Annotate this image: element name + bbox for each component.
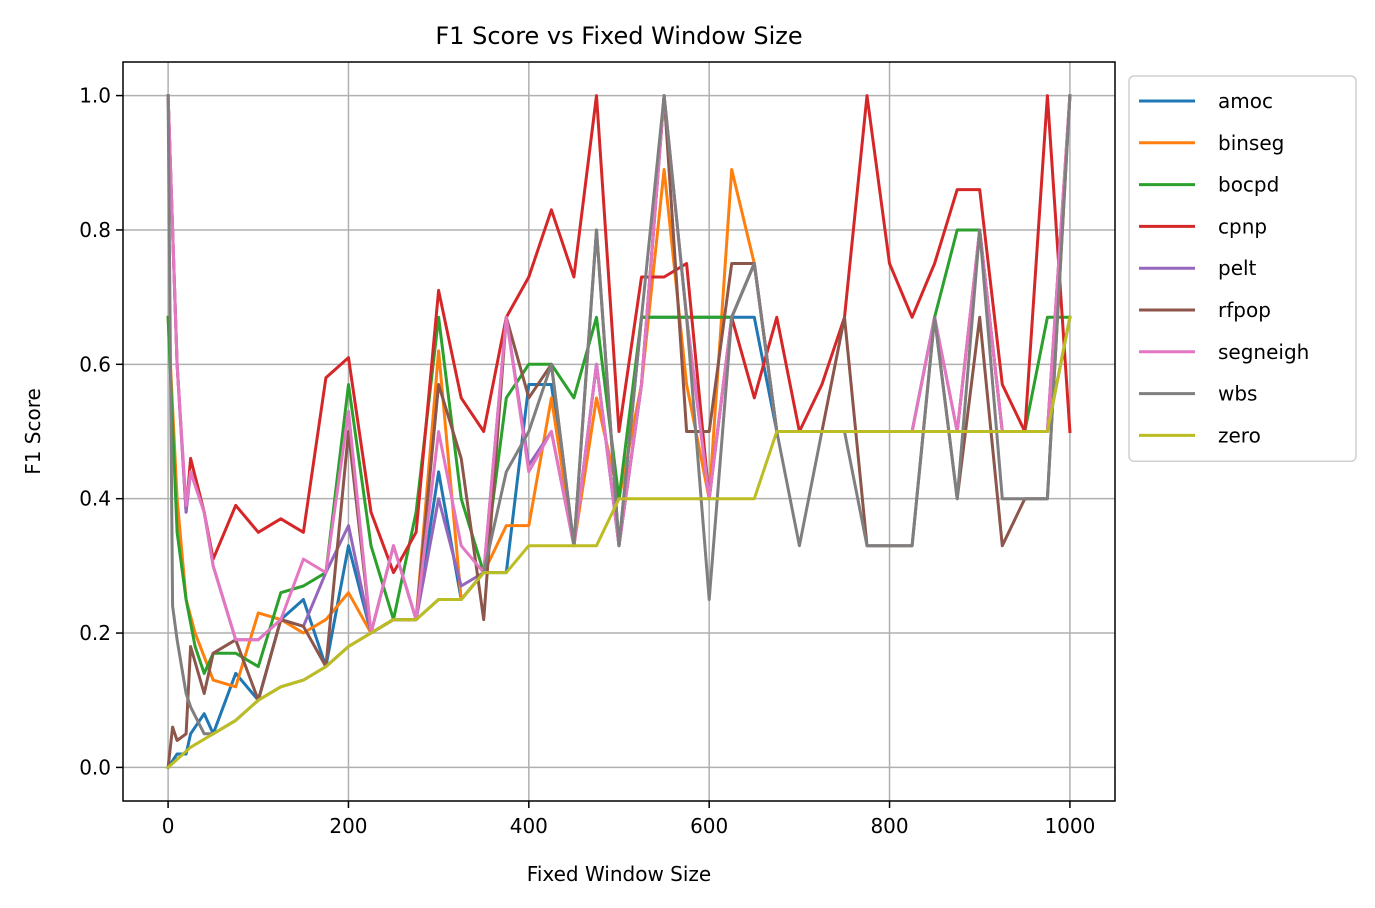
y-tick-label: 0.2	[79, 621, 111, 645]
series-line-cpnp	[166, 94, 1072, 575]
series-line-zero	[165, 315, 1072, 770]
y-tick-label: 0.4	[79, 487, 111, 511]
y-axis-label: F1 Score	[21, 388, 45, 475]
plot-frame	[122, 61, 1116, 802]
x-axis-ticks: 0 200 400 600 800 1000	[162, 801, 1095, 838]
legend-label-pelt: pelt	[1218, 256, 1257, 280]
legend-label-segneigh: segneigh	[1218, 340, 1309, 364]
legend-label-bocpd: bocpd	[1218, 173, 1279, 197]
x-tick-label: 1000	[1044, 814, 1095, 838]
y-axis-ticks: 0.0 0.2 0.4 0.6 0.8 1.0	[79, 84, 123, 779]
legend-label-wbs: wbs	[1218, 382, 1257, 406]
y-tick-label: 0.0	[79, 755, 111, 779]
legend-box	[1128, 75, 1357, 462]
series-lines	[165, 94, 1072, 770]
legend-label-binseg: binseg	[1218, 131, 1284, 155]
x-axis-label: Fixed Window Size	[527, 862, 711, 886]
x-tick-label: 800	[870, 814, 908, 838]
y-tick-label: 1.0	[79, 84, 111, 108]
x-tick-label: 200	[329, 814, 367, 838]
legend-label-amoc: amoc	[1218, 89, 1273, 113]
legend-label-cpnp: cpnp	[1218, 214, 1267, 238]
x-tick-label: 600	[690, 814, 728, 838]
legend-label-rfpop: rfpop	[1218, 298, 1271, 322]
legend: amoc binseg bocpd cpnp pelt rfpop segneigh wbs z…	[1128, 75, 1357, 462]
x-tick-label: 0	[162, 814, 175, 838]
x-tick-label: 400	[510, 814, 548, 838]
legend-label-zero: zero	[1218, 423, 1261, 447]
chart-title: F1 Score vs Fixed Window Size	[435, 22, 802, 50]
y-tick-label: 0.8	[79, 218, 111, 242]
y-tick-label: 0.6	[79, 352, 111, 376]
